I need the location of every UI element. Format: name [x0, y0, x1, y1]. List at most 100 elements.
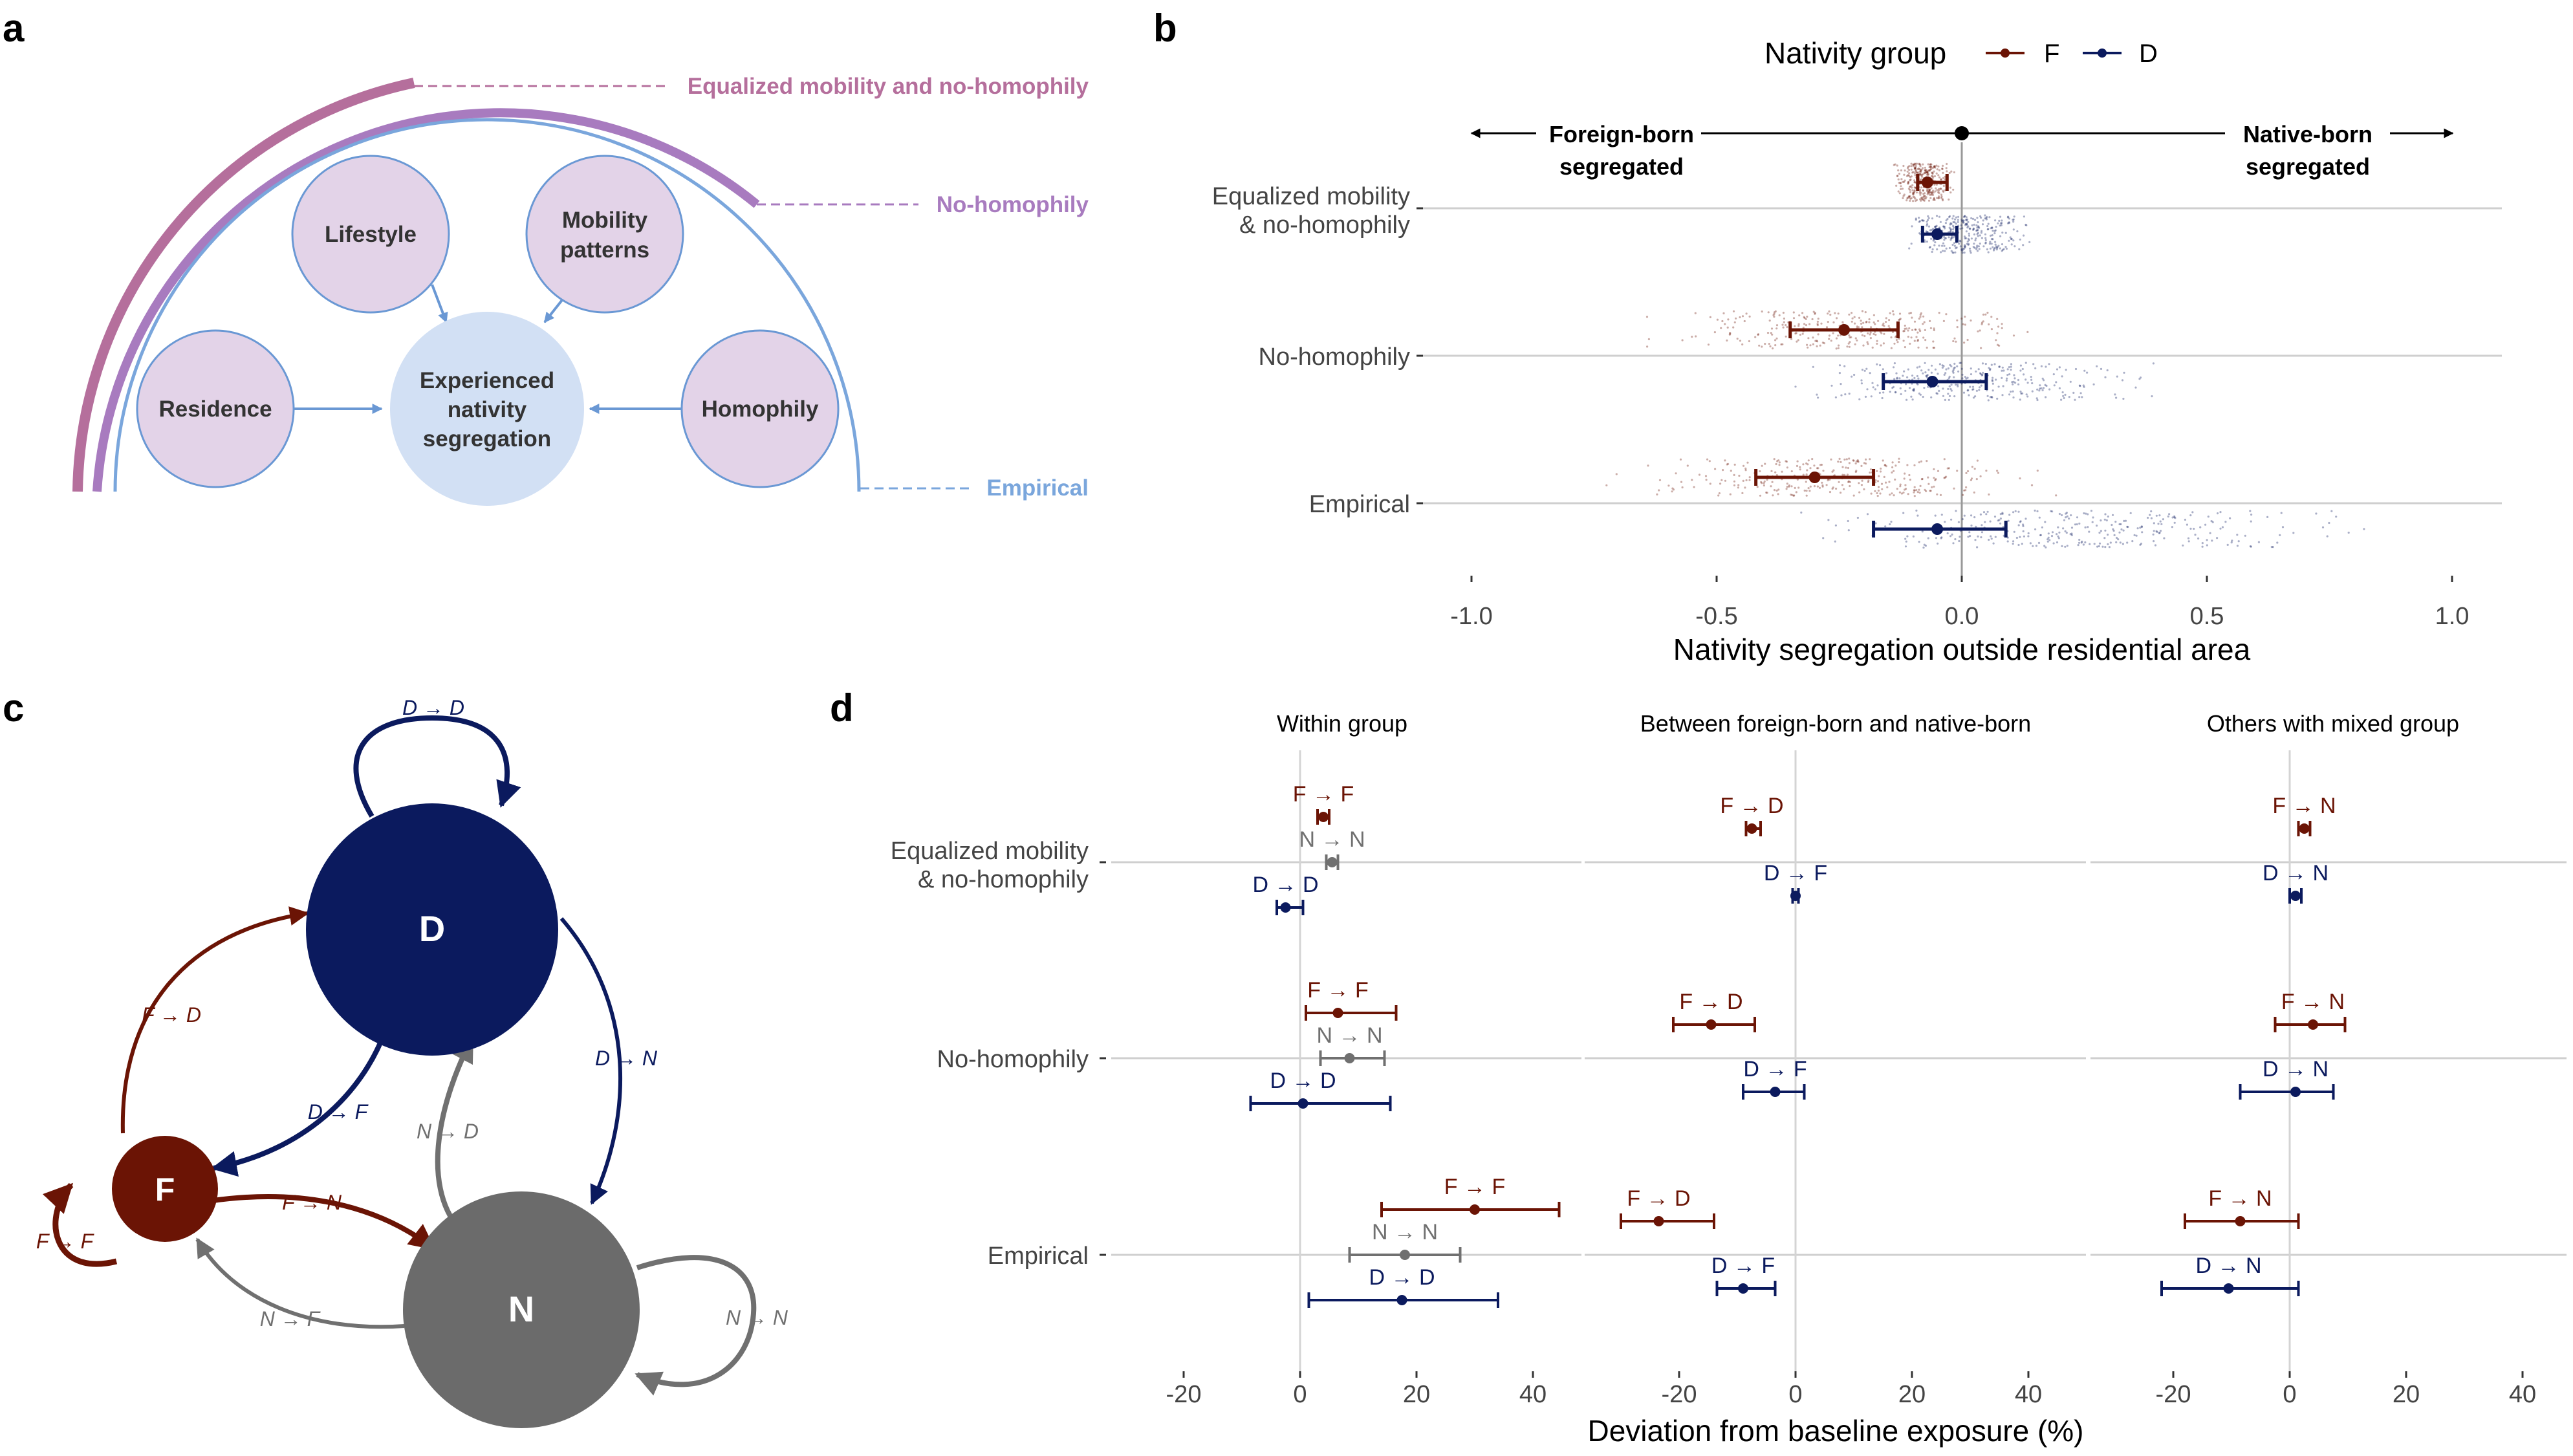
jitter-point — [1994, 219, 1997, 222]
jitter-point — [2027, 535, 2030, 538]
jitter-point — [2085, 512, 2087, 515]
jitter-point — [1919, 484, 1922, 488]
jitter-point — [2036, 388, 2039, 391]
jitter-point — [1931, 174, 1934, 177]
d-mean-point-D — [1790, 891, 1801, 901]
jitter-point — [1900, 169, 1903, 171]
jitter-point — [1915, 509, 1918, 512]
jitter-point — [1775, 327, 1778, 330]
jitter-point — [2224, 521, 2227, 523]
jitter-point — [1914, 163, 1916, 166]
jitter-point — [1864, 311, 1867, 314]
jitter-point — [1950, 223, 1953, 225]
edge-label-FF: F → F — [36, 1230, 95, 1253]
jitter-point — [1874, 333, 1877, 336]
jitter-point — [2012, 383, 2014, 386]
d-mean-point-F — [1653, 1216, 1664, 1226]
jitter-point — [1763, 484, 1765, 487]
jitter-point — [2236, 534, 2239, 536]
jitter-point — [1968, 234, 1971, 237]
jitter-point — [1799, 333, 1801, 336]
jitter-point — [1658, 489, 1660, 492]
jitter-point — [1997, 472, 1999, 474]
jitter-point — [1975, 246, 1978, 249]
jitter-point — [1931, 167, 1934, 169]
jitter-point — [1976, 459, 1979, 462]
jitter-point — [1921, 530, 1924, 533]
jitter-point — [1948, 215, 1951, 217]
zero-marker — [1955, 126, 1969, 140]
jitter-point — [2107, 516, 2109, 518]
jitter-point — [2011, 381, 2014, 384]
jitter-point — [1995, 226, 1997, 228]
jitter-point — [2152, 533, 2155, 536]
jitter-point — [2021, 543, 2023, 545]
jitter-point — [1911, 389, 1915, 391]
jitter-point — [1915, 329, 1917, 331]
jitter-point — [1979, 372, 1982, 375]
facet-title-between: Between foreign-born and native-born — [1640, 710, 2031, 737]
d-x-tick-label: 40 — [2015, 1381, 2042, 1408]
jitter-point — [1980, 216, 1982, 219]
jitter-point — [1915, 169, 1917, 171]
jitter-point — [1950, 384, 1953, 386]
b-cat-equalized-line2: & no-homophily — [1239, 212, 1410, 239]
edge-F-to-D — [120, 906, 309, 1134]
jitter-point — [1908, 186, 1911, 188]
jitter-point — [1845, 466, 1847, 469]
jitter-point — [1860, 322, 1863, 325]
jitter-point — [1922, 190, 1925, 192]
jitter-point — [2022, 525, 2025, 528]
jitter-point — [2006, 216, 2009, 219]
jitter-point — [2006, 368, 2009, 371]
jitter-point — [2010, 390, 2012, 393]
jitter-point — [2078, 522, 2081, 525]
panel-b: b Nativity group F D Foreign-born segreg… — [1153, 6, 2502, 666]
jitter-point — [1905, 327, 1908, 330]
jitter-point — [1988, 367, 1990, 369]
jitter-point — [2031, 382, 2034, 385]
jitter-point — [1902, 492, 1905, 494]
jitter-point — [1919, 330, 1922, 332]
jitter-point — [1999, 215, 2002, 218]
jitter-point — [1855, 470, 1858, 472]
jitter-point — [1979, 386, 1981, 389]
jitter-point — [1900, 393, 1902, 396]
jitter-point — [1849, 481, 1852, 483]
jitter-point — [1920, 369, 1923, 372]
jitter-point — [2017, 383, 2020, 386]
d-mean-point-D — [2290, 891, 2301, 901]
jitter-point — [1977, 226, 1980, 228]
jitter-point — [2257, 541, 2260, 543]
mobility-circle — [525, 155, 684, 314]
jitter-point — [1934, 241, 1937, 244]
jitter-point — [1884, 464, 1886, 467]
jitter-point — [1786, 326, 1788, 329]
jitter-point — [2005, 247, 2008, 250]
jitter-point — [1853, 373, 1856, 376]
jitter-point — [1988, 538, 1990, 541]
jitter-point — [1942, 164, 1944, 167]
jitter-point — [1949, 239, 1952, 241]
jitter-point — [2012, 396, 2015, 399]
jitter-point — [1957, 219, 1959, 221]
jitter-point — [2092, 516, 2094, 519]
jitter-point — [1977, 368, 1980, 371]
jitter-point — [1850, 336, 1852, 339]
jitter-point — [1953, 226, 1955, 229]
d-point-label: D → F — [1711, 1254, 1775, 1278]
jitter-point — [2074, 367, 2078, 371]
jitter-point — [1795, 332, 1797, 334]
center-label-line2: nativity — [448, 397, 527, 422]
jitter-point — [1922, 323, 1924, 325]
jitter-point — [1672, 488, 1675, 491]
jitter-point — [1978, 389, 1981, 391]
jitter-point — [2083, 386, 2085, 388]
jitter-point — [2150, 517, 2153, 519]
jitter-point — [1757, 333, 1760, 336]
jitter-point — [1856, 460, 1859, 462]
jitter-point — [2069, 380, 2072, 383]
d-point-label: F → N — [2281, 990, 2345, 1014]
jitter-point — [1993, 363, 1996, 365]
jitter-point — [2025, 223, 2027, 226]
